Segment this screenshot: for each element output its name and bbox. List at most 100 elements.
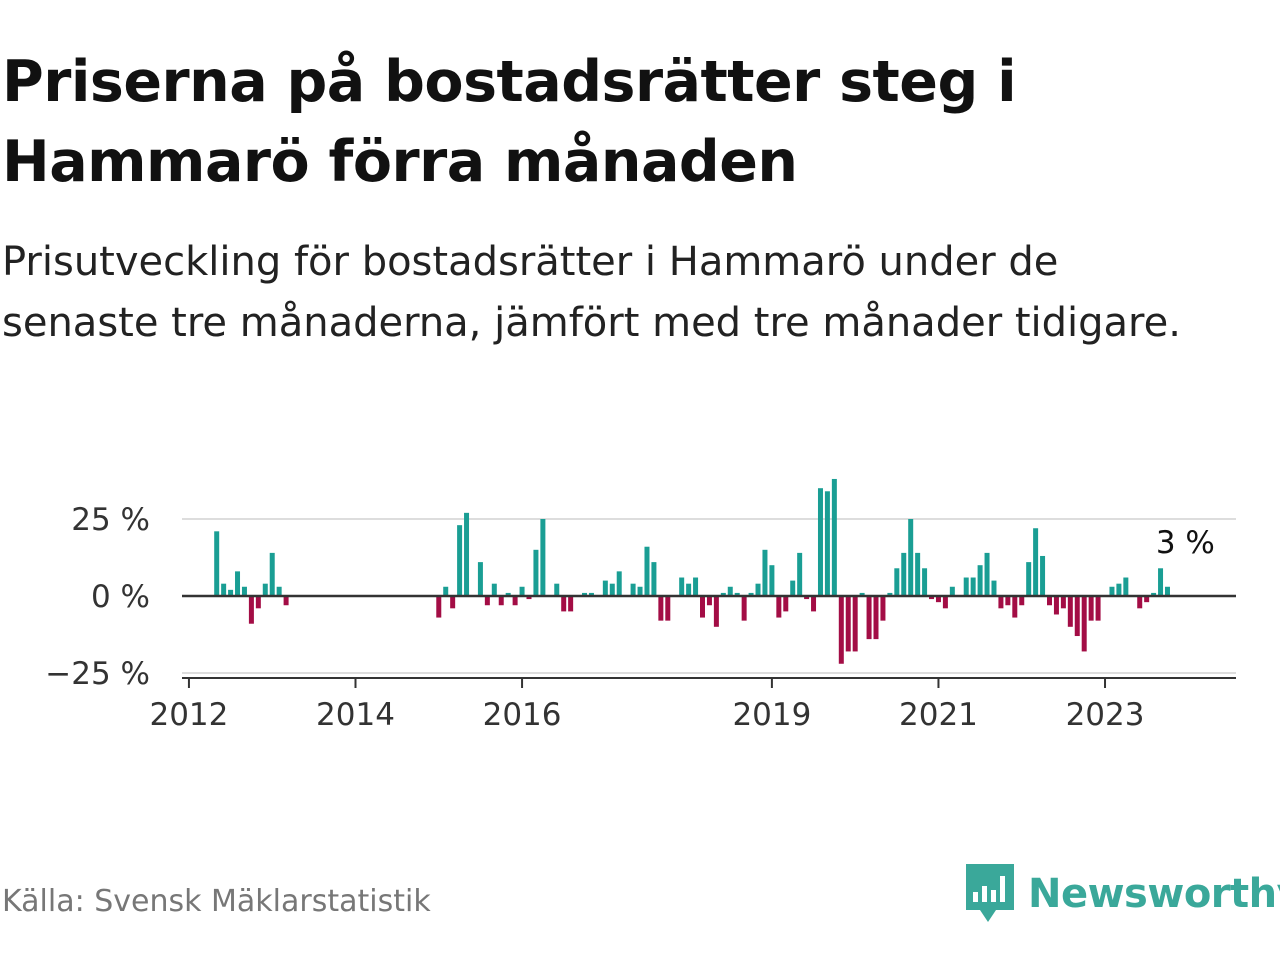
x-tick-label: 2014 (316, 697, 395, 733)
bar (616, 571, 622, 596)
last-value-label: 3 % (1156, 525, 1215, 561)
bar (776, 596, 782, 618)
x-tick-label: 2021 (899, 697, 978, 733)
y-tick-label: −25 % (45, 656, 150, 692)
bar (866, 596, 872, 640)
x-tick-label: 2012 (149, 697, 228, 733)
bar (824, 491, 830, 596)
bar-chart: 25 % 0 % −25 % 2012 2014 2016 2019 2021 2023 3 % (45, 478, 1236, 733)
bar (908, 519, 914, 596)
bar (1012, 596, 1018, 618)
bar (1116, 583, 1122, 596)
bar (1109, 586, 1115, 596)
bar (519, 586, 525, 596)
bar (741, 596, 747, 621)
bar (554, 583, 560, 596)
x-tick-label: 2023 (1066, 697, 1145, 733)
bar (797, 552, 803, 596)
bar (713, 596, 719, 627)
bar (1067, 596, 1073, 627)
bar (540, 519, 546, 596)
bar (880, 596, 886, 621)
bar (526, 596, 532, 600)
bar (1144, 596, 1150, 603)
bar (838, 596, 844, 664)
bar (1047, 596, 1052, 606)
bar (783, 596, 789, 612)
x-tick-label: 2016 (483, 697, 562, 733)
bar (443, 586, 449, 596)
bar (748, 592, 754, 596)
newsworthy-logo[interactable]: Newsworthy (964, 862, 1280, 926)
y-tick-label: 25 % (71, 502, 150, 538)
bar (602, 580, 608, 596)
bar (1081, 596, 1087, 652)
bar (1151, 592, 1157, 596)
bar (214, 531, 220, 596)
bar (235, 571, 241, 596)
brand-name: Newsworthy (1028, 871, 1280, 917)
bar (831, 478, 837, 596)
bar (1019, 596, 1025, 606)
bar (491, 583, 497, 596)
page-subtitle: Prisutveckling för bostadsrätter i Hamma… (2, 239, 1181, 346)
bar (755, 583, 761, 596)
bar (665, 596, 671, 621)
bar (811, 596, 817, 612)
bar (915, 552, 921, 596)
bar (644, 546, 650, 596)
bar (817, 488, 823, 596)
bar (484, 596, 490, 606)
bar (505, 592, 511, 596)
bar (1033, 528, 1039, 596)
bar (949, 586, 955, 596)
bar (769, 565, 775, 596)
bar (852, 596, 858, 652)
bar (998, 596, 1004, 609)
bar (922, 568, 928, 596)
bar (901, 552, 907, 596)
bar (686, 583, 692, 596)
bar (1060, 596, 1066, 609)
bar (568, 596, 574, 612)
bar (450, 596, 456, 609)
bar (1005, 596, 1011, 606)
bar (276, 586, 282, 596)
bar (255, 596, 261, 609)
bar (1095, 596, 1101, 621)
bar (970, 577, 976, 596)
bar (262, 583, 268, 596)
bar (790, 580, 796, 596)
bar (727, 586, 733, 596)
bar (498, 596, 504, 606)
newsworthy-logo-icon (966, 864, 1014, 922)
bar (706, 596, 712, 606)
bar (630, 583, 636, 596)
bar (804, 596, 810, 600)
bar (873, 596, 879, 640)
y-tick-label: 0 % (91, 579, 150, 615)
bar (228, 589, 234, 596)
bar (477, 562, 483, 596)
bar (762, 549, 768, 596)
bar (887, 592, 893, 596)
bar (984, 552, 990, 596)
bar (693, 577, 699, 596)
bar (248, 596, 254, 624)
bar (561, 596, 567, 612)
bar (700, 596, 705, 618)
bar (436, 596, 442, 618)
bar (679, 577, 685, 596)
bar (609, 583, 615, 596)
bar (942, 596, 948, 609)
bar (991, 580, 997, 596)
bar (1164, 586, 1170, 596)
bar (1026, 562, 1032, 596)
bar (935, 596, 941, 603)
bar (651, 562, 657, 596)
bar (1158, 568, 1164, 596)
bar (977, 565, 983, 596)
bar (845, 596, 851, 652)
bar (1040, 555, 1046, 596)
bar (241, 586, 247, 596)
